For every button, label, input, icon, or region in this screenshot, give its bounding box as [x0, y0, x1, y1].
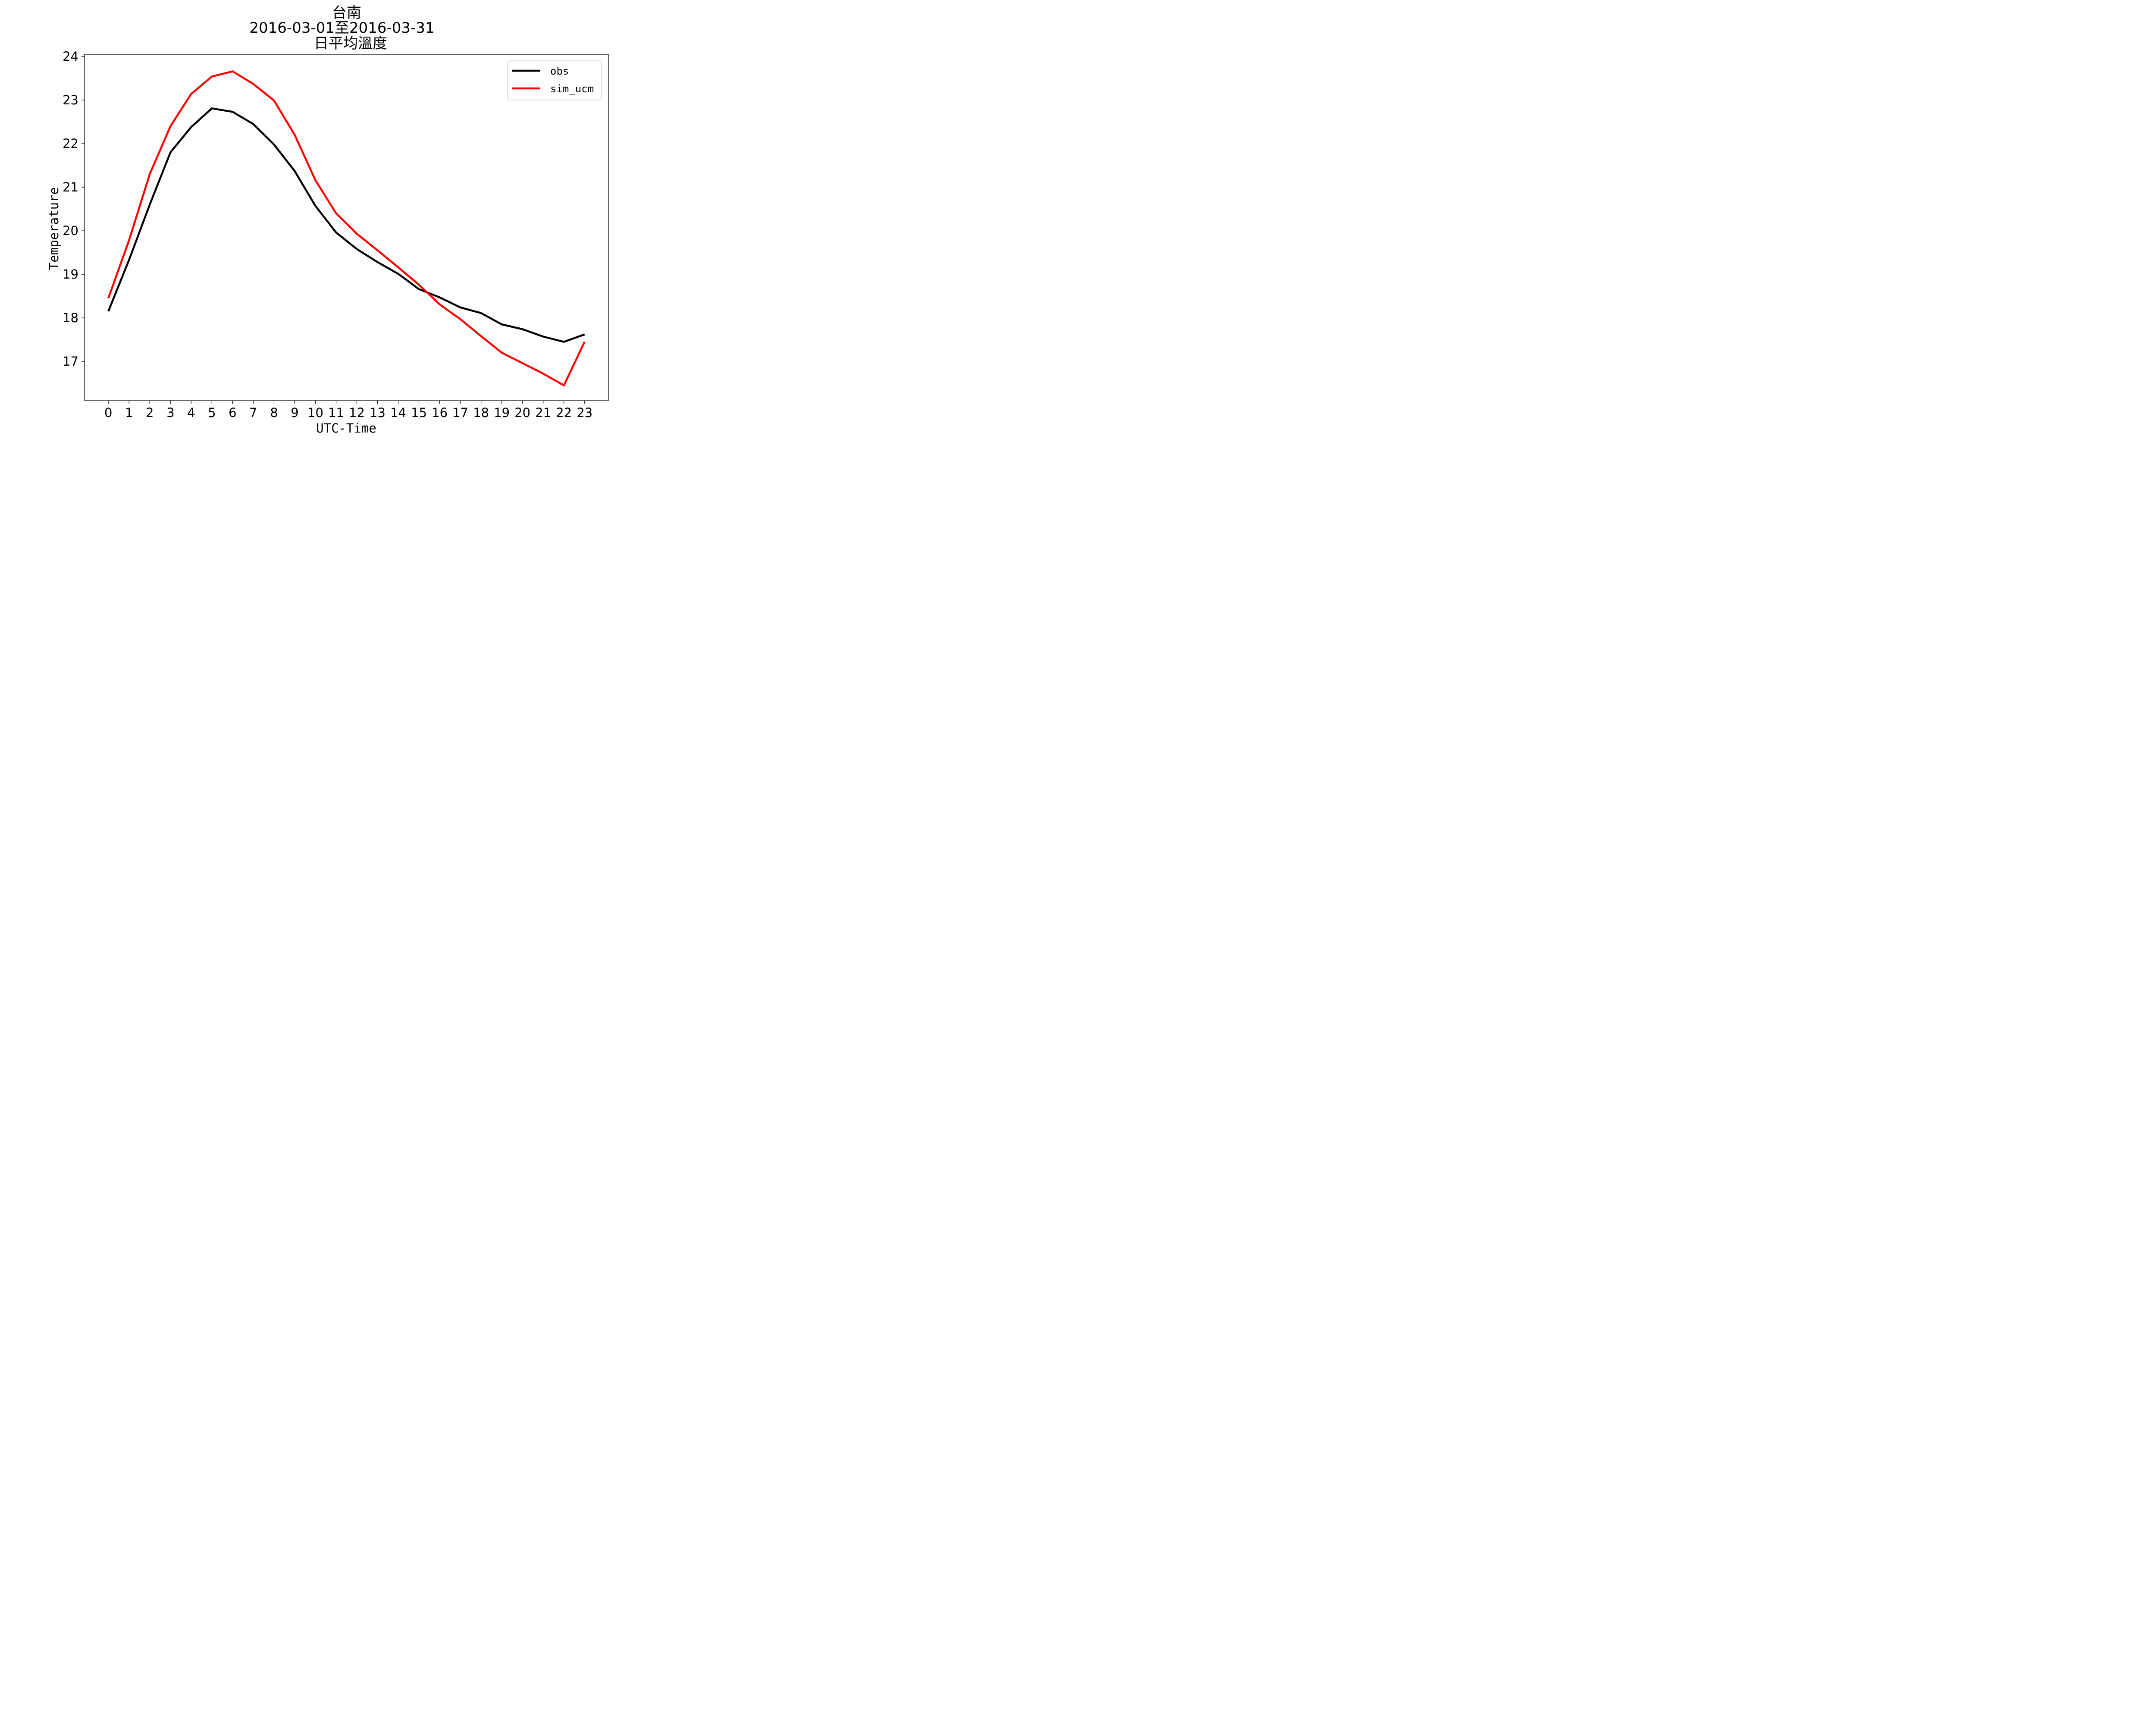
x-tick-label: 21	[535, 405, 551, 420]
x-tick-label: 15	[411, 405, 427, 420]
x-tick-label: 1	[125, 405, 133, 420]
legend-label-obs: obs	[550, 65, 569, 77]
y-tick-label: 24	[63, 49, 78, 64]
x-tick-label: 12	[349, 405, 365, 420]
y-tick-label: 20	[63, 223, 78, 238]
plot-area-frame	[84, 54, 609, 401]
chart-title-block: 台南 2016-03-01至2016-03-31 日平均溫度	[249, 4, 434, 52]
x-tick-label: 0	[104, 405, 112, 420]
x-tick-label: 17	[452, 405, 468, 420]
x-axis-ticks: 0 1 2 3 4 5 6 7 8 9 10 11 12 13 14 15 16 17 18 19 20 21 22 23	[104, 401, 592, 420]
chart-title-line-1: 台南	[332, 4, 361, 22]
x-tick-label: 16	[432, 405, 448, 420]
x-tick-label: 5	[208, 405, 216, 420]
y-tick-label: 22	[63, 136, 78, 151]
y-tick-label: 17	[63, 354, 78, 369]
x-axis-label: UTC-Time	[316, 421, 376, 436]
y-tick-label: 21	[63, 180, 78, 194]
chart-title-line-3: 日平均溫度	[314, 35, 387, 52]
series-line-sim-ucm	[107, 70, 586, 387]
x-tick-label: 14	[390, 405, 406, 420]
x-tick-label: 4	[187, 405, 195, 420]
x-tick-label: 3	[166, 405, 174, 420]
x-tick-label: 22	[556, 405, 572, 420]
x-tick-label: 2	[146, 405, 154, 420]
x-tick-label: 8	[270, 405, 278, 420]
legend-label-sim-ucm: sim_ucm	[550, 83, 594, 95]
y-axis-ticks: 17 18 19 20 21 22 23 24	[63, 49, 85, 369]
x-tick-label: 9	[291, 405, 298, 420]
x-tick-label: 23	[577, 405, 592, 420]
series-line-obs	[107, 107, 585, 343]
y-tick-label: 23	[63, 93, 78, 107]
x-tick-label: 13	[370, 405, 385, 420]
x-tick-label: 10	[307, 405, 323, 420]
x-tick-label: 7	[249, 405, 257, 420]
x-tick-label: 20	[514, 405, 530, 420]
y-axis-label: Temperature	[47, 187, 61, 270]
x-tick-label: 18	[473, 405, 489, 420]
x-tick-label: 11	[328, 405, 344, 420]
x-tick-label: 6	[229, 405, 236, 420]
chart-title-line-2: 2016-03-01至2016-03-31	[249, 19, 434, 37]
series-lines	[107, 70, 586, 387]
legend: obs sim_ucm	[507, 60, 602, 100]
y-tick-label: 19	[63, 267, 78, 282]
x-tick-label: 19	[494, 405, 510, 420]
y-tick-label: 18	[63, 310, 78, 325]
